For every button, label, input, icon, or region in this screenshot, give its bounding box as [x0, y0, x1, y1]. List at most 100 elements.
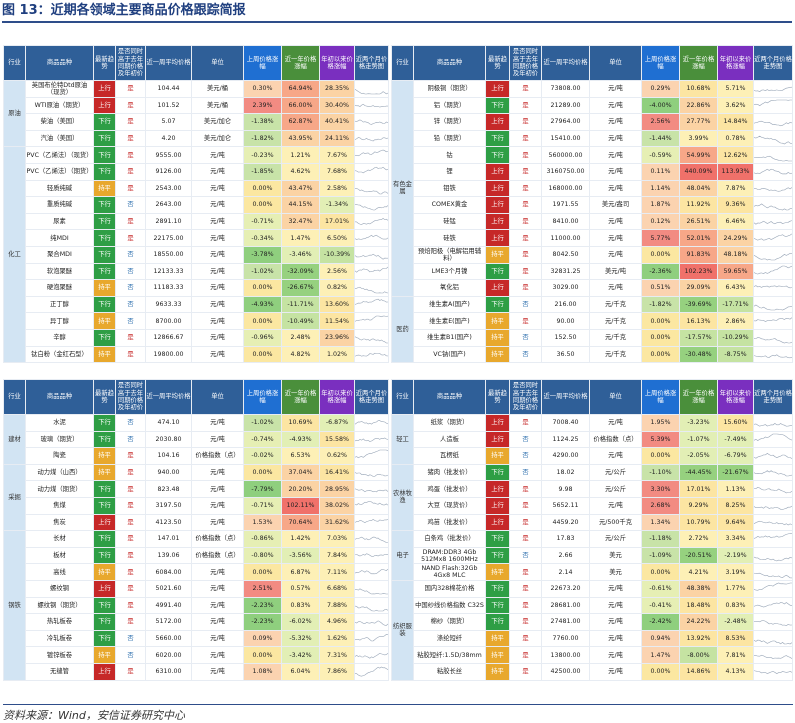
week-change: -7.79%: [243, 480, 282, 498]
trend-badge: 持平: [93, 646, 116, 664]
data-cell: 3029.00: [541, 279, 590, 297]
trend-chart-cell: [753, 345, 793, 364]
commodity-name: 预焙阳极（电解铝用辅料）: [413, 245, 486, 264]
data-cell: 元/吨: [191, 646, 244, 664]
ytd-change: 3.62%: [717, 96, 754, 115]
table-top-left: 行业 商品品种 最新趋势 是否同时高于去年同期价格及年初价 近一周平均价格 单位 上周价格涨…: [3, 45, 389, 364]
category-cell: 轻工: [391, 414, 414, 465]
data-cell: 元/吨: [191, 563, 244, 581]
yoy-flag: 是: [509, 162, 542, 181]
table-row: 农林牧渔 猪肉（批发价） 下行否 18.02 元/公斤 -1.10% -44.45% -21.…: [391, 463, 793, 532]
trend-badge: 持平: [485, 245, 510, 264]
data-cell: 3160750.00: [541, 162, 590, 181]
sparkline-graph: [355, 488, 388, 492]
ytd-change: 6.46%: [717, 212, 754, 231]
ytd-change: 28.35%: [319, 80, 355, 98]
table-row: 锌（期货） 上行是 27964.00 元/吨 2.56% 27.77% 14.84%: [392, 113, 793, 131]
year-change: -32.09%: [281, 262, 320, 281]
year-change: 37.04%: [281, 463, 320, 482]
trend-chart-cell: [354, 179, 389, 198]
year-change: 18.48%: [679, 596, 718, 615]
header-cell: 近一周平均价格: [541, 379, 590, 415]
sparkline-graph: [754, 99, 792, 106]
commodity-name: 铅（期货）: [413, 129, 486, 148]
data-cell: 元/吨: [191, 196, 244, 214]
data-cell: 美元/桶: [191, 80, 244, 98]
header-cell: 上周价格涨幅: [243, 379, 282, 415]
year-change: -5.32%: [281, 629, 320, 648]
data-cell: 5021.60: [145, 579, 192, 598]
sparkline-graph: [355, 187, 388, 195]
commodity-name: 维生素B1(国产): [413, 328, 486, 347]
trend-chart-cell: [753, 229, 793, 247]
trend-chart-cell: [753, 563, 793, 581]
data-cell: 元/吨: [191, 596, 244, 615]
data-cell: 8410.00: [541, 212, 590, 231]
data-cell: 101.52: [145, 96, 192, 115]
header-cell: 最新趋势: [485, 379, 510, 415]
year-change: -3.46%: [281, 245, 320, 264]
ytd-change: 6.50%: [319, 229, 355, 247]
trend-badge: 下行: [485, 146, 510, 164]
ytd-change: 23.96%: [319, 328, 355, 347]
data-cell: 元/吨: [589, 279, 642, 297]
data-cell: 元/吨: [589, 212, 642, 231]
year-change: 22.86%: [679, 96, 718, 115]
table-row: 陶瓷 持平是 104.16 价格指数（点） -0.02% 6.53% 0.62%: [4, 447, 389, 465]
data-cell: 139.06: [145, 546, 192, 565]
commodity-name: 猪肉（批发价）: [413, 463, 486, 482]
yoy-flag: 是: [509, 530, 542, 548]
commodity-name: 人造板: [413, 430, 486, 449]
trend-chart-cell: [753, 212, 793, 231]
table-row: 高线 持平是 6084.00 元/吨 0.00% 6.87% 7.11%: [4, 563, 389, 581]
table-row: 软泡聚醚 下行否 12133.33 元/吨 -1.02% -32.09% 2.56%: [4, 262, 389, 281]
week-change: 5.77%: [641, 229, 680, 247]
year-change: -3.56%: [281, 546, 320, 565]
header-cell: 近一周平均价格: [145, 45, 192, 81]
year-change: 44.15%: [281, 196, 320, 214]
commodity-name: 铝（期货）: [413, 96, 486, 115]
sparkline-graph: [355, 420, 388, 425]
sparkline-graph: [355, 336, 388, 344]
ytd-change: -8.75%: [717, 345, 754, 364]
year-change: 3.99%: [679, 129, 718, 148]
year-change: 64.94%: [281, 80, 320, 98]
yoy-flag: 是: [509, 212, 542, 231]
table-row: 化工 PVC（乙烯法）（现货） 下行是 9555.00 元/吨 -0.23% 1.21% 7.…: [3, 146, 389, 364]
data-cell: 美元/加仑: [191, 113, 244, 131]
table-row: 轻工 纸浆（期货） 上行是 7008.40 元/吨 1.95% -3.23% 15.60%: [391, 414, 793, 465]
year-change: 102.11%: [281, 496, 320, 515]
trend-chart-cell: [753, 613, 793, 631]
data-cell: 42500.00: [541, 662, 590, 681]
yoy-flag: 是: [115, 113, 146, 131]
header-cell: 年初以来价格涨幅: [319, 379, 355, 415]
sparkline-graph: [754, 220, 792, 225]
trend-badge: 下行: [93, 530, 116, 548]
sparkline-graph: [754, 470, 792, 477]
yoy-flag: 是: [115, 229, 146, 247]
table-row: 电子 白条鸡（批发价） 下行是 17.83 元/公斤 -1.18% 2.72% 3.34%: [391, 530, 793, 581]
sparkline-graph: [355, 472, 388, 477]
trend-chart-cell: [354, 596, 389, 615]
data-cell: 4123.50: [145, 513, 192, 532]
ytd-change: -17.71%: [717, 295, 754, 314]
yoy-flag: 是: [509, 129, 542, 148]
week-change: -1.09%: [641, 546, 680, 565]
commodity-name: 柴油（美国）: [25, 113, 94, 131]
header-cell: 单位: [589, 379, 642, 415]
commodity-name: 维生素E(国产): [413, 312, 486, 330]
commodity-name: 大豆（现货价）: [413, 496, 486, 515]
trend-chart-cell: [354, 212, 389, 231]
ytd-change: 3.34%: [717, 530, 754, 548]
data-cell: 元/吨: [589, 96, 642, 115]
header-cell: 近两个月价格走势图: [753, 379, 793, 415]
commodity-name: 鸡苗（批发价）: [413, 513, 486, 532]
year-change: -2.05%: [679, 447, 718, 465]
week-change: 2.68%: [641, 496, 680, 515]
data-cell: 4.20: [145, 129, 192, 148]
data-cell: 元/吨: [589, 613, 642, 631]
sparkline-graph: [754, 423, 792, 427]
header-cell: 年初以来价格涨幅: [717, 379, 754, 415]
sparkline-graph: [355, 103, 388, 108]
sparkline-graph: [355, 218, 388, 226]
